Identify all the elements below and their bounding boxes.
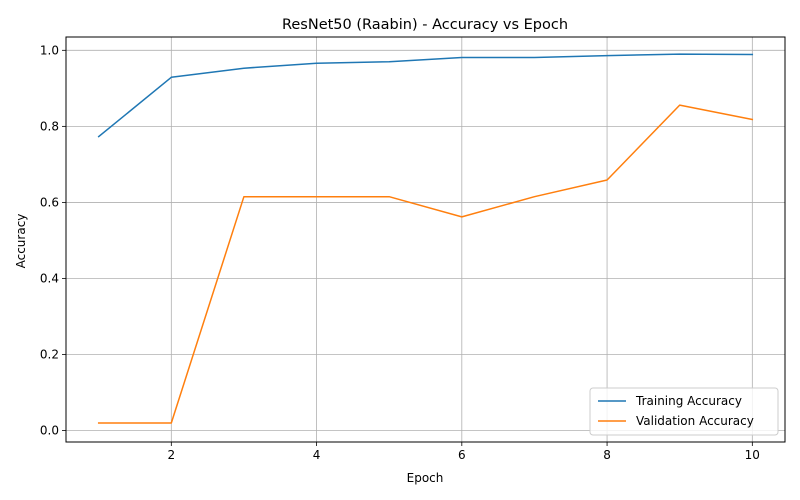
grid — [66, 37, 785, 442]
validation-accuracy-line — [97, 104, 754, 424]
legend-label-validation: Validation Accuracy — [636, 414, 754, 428]
y-tick-label: 0.0 — [40, 424, 59, 438]
x-axis-label: Epoch — [407, 471, 444, 485]
legend: Training Accuracy Validation Accuracy — [589, 387, 779, 436]
series-lines — [97, 53, 754, 424]
x-tick-label: 4 — [313, 448, 321, 462]
plot-area — [65, 36, 786, 443]
legend-box — [589, 387, 779, 436]
y-tick-label: 0.4 — [40, 271, 59, 285]
y-tick-label: 0.6 — [40, 195, 59, 209]
training-accuracy-line — [97, 53, 754, 138]
x-tick-label: 8 — [603, 448, 611, 462]
y-tick-label: 0.8 — [40, 119, 59, 133]
x-tick-label: 2 — [167, 448, 175, 462]
x-tick-label: 10 — [745, 448, 760, 462]
y-axis-label: Accuracy — [14, 214, 28, 269]
x-tick-label: 6 — [458, 448, 466, 462]
axis-ticks: 2 4 6 8 10 0.0 0.2 0.4 0.6 0.8 1.0 — [40, 43, 760, 462]
y-tick-label: 0.2 — [40, 348, 59, 362]
legend-label-training: Training Accuracy — [635, 394, 742, 408]
chart-title: ResNet50 (Raabin) - Accuracy vs Epoch — [282, 17, 568, 33]
y-tick-label: 1.0 — [40, 43, 59, 57]
